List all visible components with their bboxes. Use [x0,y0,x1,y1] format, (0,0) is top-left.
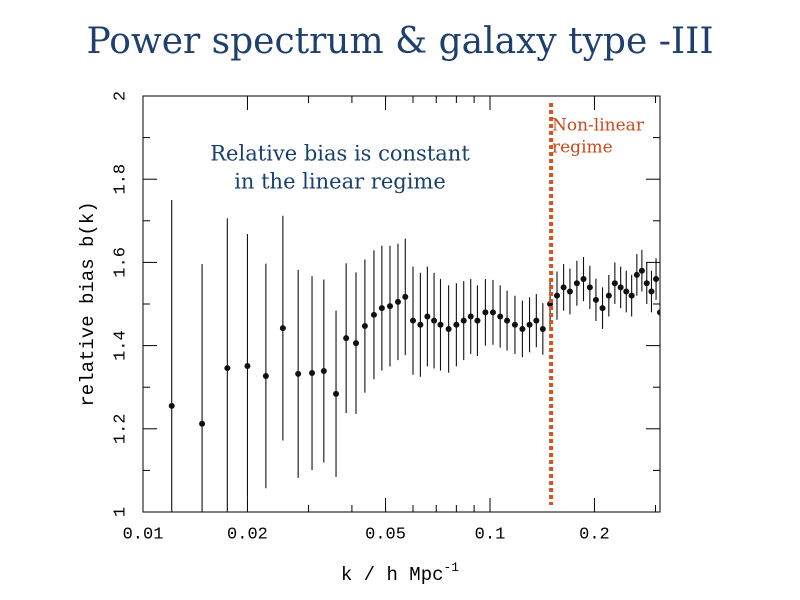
data-point [437,321,444,328]
data-point [605,292,612,299]
data-point [566,288,573,295]
data-point [244,362,251,369]
x-tick-label: 0.1 [475,525,506,544]
data-point [657,309,660,316]
data-point [623,288,630,295]
y-tick-label: 1 [111,507,130,517]
data-point [586,284,593,291]
data-point [592,296,599,303]
data-point [560,284,567,291]
data-point [352,340,359,347]
annotation: Relative bias is constant [210,142,470,166]
data-point [633,271,640,278]
x-tick-label: 0.01 [123,525,164,544]
data-point [653,276,660,283]
data-point [482,309,489,316]
x-tick-label: 0.02 [227,525,268,544]
data-point [504,317,511,324]
data-point [474,317,481,324]
data-point [262,372,269,379]
data-point [599,305,606,312]
data-point [424,313,431,320]
data-point [628,292,635,299]
data-point [489,309,496,316]
data-point [309,370,316,377]
data-point [333,390,340,397]
y-tick-label: 1.8 [111,164,130,195]
x-tick-label: 0.05 [365,525,406,544]
data-point [386,303,393,310]
data-point [417,321,424,328]
y-tick-label: 2 [111,91,130,101]
data-point [224,365,231,372]
data-point [453,321,460,328]
slide-title: Power spectrum & galaxy type -III [86,21,713,62]
data-point [279,325,286,332]
data-point [460,317,467,324]
data-point [467,313,474,320]
y-tick-label: 1.4 [111,330,130,361]
data-point [295,370,302,377]
data-point [431,317,438,324]
y-axis-label: relative bias b(k) [77,201,99,406]
data-point [378,305,385,312]
data-point [580,276,587,283]
data-point [526,321,533,328]
data-point [617,284,624,291]
data-point [573,280,580,287]
data-point [511,321,518,328]
data-point [497,313,504,320]
x-axis-label-exponent: -1 [444,560,460,575]
data-point [638,267,645,274]
data-point [519,325,526,332]
annotation: regime [552,138,613,158]
data-point [394,298,401,305]
data-point [168,402,175,409]
annotation: in the linear regime [234,170,446,194]
annotation: Non-linear [552,116,645,136]
data-point [320,367,327,374]
data-point [343,335,350,342]
data-point [611,280,618,287]
data-point [445,325,452,332]
data-point [199,420,206,427]
data-point [648,288,655,295]
x-tick-label: 0.2 [579,525,610,544]
data-point [410,317,417,324]
data-point [643,280,650,287]
y-tick-label: 1.6 [111,247,130,278]
x-axis-label-text: k / h Mpc [341,564,444,586]
data-point [402,293,409,300]
data-point [533,317,540,324]
x-axis-label: k / h Mpc-1 [341,560,459,586]
plot-area [168,200,660,512]
y-tick-label: 1.2 [111,413,130,444]
data-point [361,323,368,330]
data-point [539,325,546,332]
data-point [370,311,377,318]
data-point [554,292,561,299]
